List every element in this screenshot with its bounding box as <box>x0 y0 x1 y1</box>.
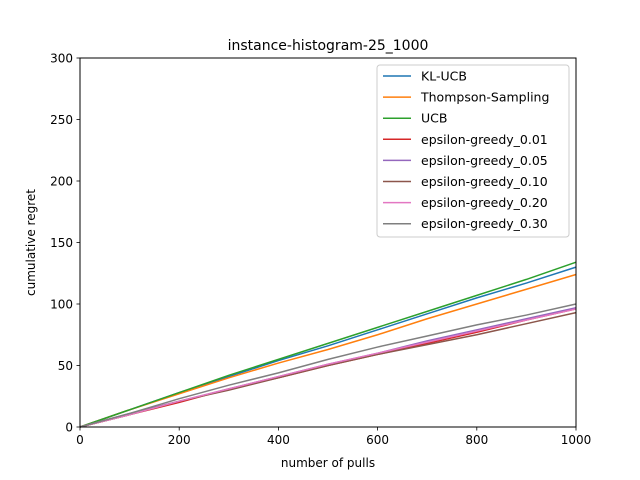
y-axis: 0 50 100 150 200 250 300 <box>50 51 80 434</box>
series-line-0 <box>79 266 577 428</box>
x-tick-label: 800 <box>465 433 488 447</box>
x-tick-label: 200 <box>168 433 191 447</box>
legend-label: epsilon-greedy_0.10 <box>421 174 548 189</box>
y-tick-label: 200 <box>50 174 73 188</box>
x-tick-label: 1000 <box>561 433 592 447</box>
plot-lines <box>79 261 577 428</box>
x-tick-label: 0 <box>76 433 84 447</box>
x-axis-label: number of pulls <box>281 456 375 470</box>
y-tick-label: 100 <box>50 297 73 311</box>
series-line-2 <box>79 261 577 428</box>
legend-label: epsilon-greedy_0.01 <box>421 132 548 147</box>
y-tick-label: 150 <box>50 236 73 250</box>
x-tick-label: 600 <box>366 433 389 447</box>
chart-title: instance-histogram-25_1000 <box>228 38 429 54</box>
x-tick-label: 400 <box>267 433 290 447</box>
y-axis-label: cumulative regret <box>24 189 38 296</box>
x-axis: 0 200 400 600 800 1000 <box>76 427 591 447</box>
legend-label: epsilon-greedy_0.20 <box>421 195 548 210</box>
y-tick-label: 250 <box>50 113 73 127</box>
legend-label: UCB <box>421 111 447 126</box>
y-tick-label: 300 <box>50 51 73 65</box>
y-tick-label: 50 <box>58 359 73 373</box>
y-tick-label: 0 <box>65 420 73 434</box>
legend-label: Thompson-Sampling <box>420 90 549 105</box>
series-line-1 <box>79 273 577 428</box>
legend-box <box>376 64 570 238</box>
series-line-5 <box>79 311 577 428</box>
legend: KL-UCB Thompson-Sampling UCB epsilon-greedy… <box>376 64 570 238</box>
legend-label: epsilon-greedy_0.05 <box>421 153 548 168</box>
legend-label: KL-UCB <box>421 69 467 84</box>
series-line-3 <box>79 308 577 428</box>
series-line-6 <box>79 308 577 428</box>
legend-label: epsilon-greedy_0.30 <box>421 216 548 231</box>
series-line-7 <box>79 303 577 428</box>
